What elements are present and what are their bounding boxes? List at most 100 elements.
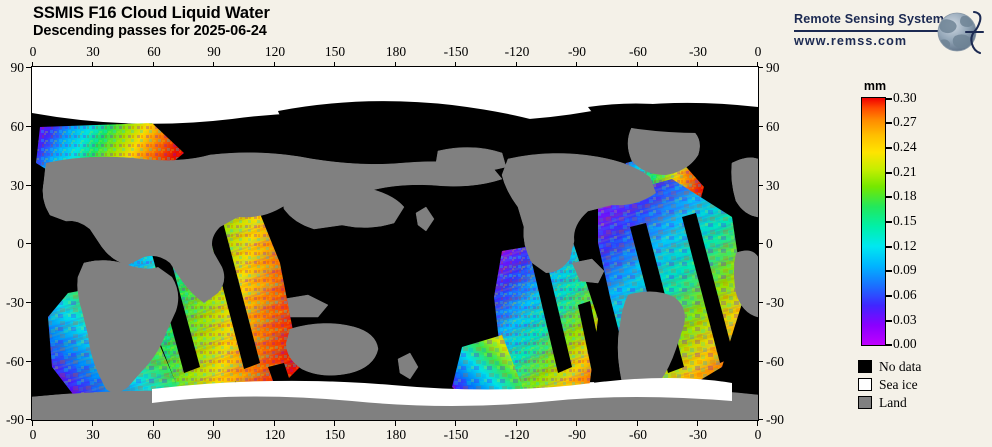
legend-item-no-data: No data [858, 358, 921, 375]
xtick-label-top: 60 [147, 44, 161, 59]
colorbar-tick-label: 0.18 [893, 188, 917, 203]
logo-website-url: www.remss.com [794, 34, 908, 48]
axis-tick [576, 62, 578, 67]
legend-item-sea-ice: Sea ice [858, 376, 921, 393]
colorbar-tick [886, 122, 892, 124]
axis-tick [516, 421, 518, 426]
ytick-label-left: 60 [10, 119, 25, 134]
ytick-label-right: 0 [766, 236, 773, 251]
colorbar-unit-label: mm [863, 79, 887, 93]
axis-tick [697, 62, 699, 67]
colorbar-tick [886, 172, 892, 174]
axis-tick [26, 185, 31, 187]
xtick-label-bottom: -60 [629, 427, 647, 442]
colorbar-tick-label: 0.30 [893, 90, 917, 105]
ytick-label-left: -90 [6, 412, 24, 427]
xtick-label-bottom: 0 [29, 427, 37, 442]
legend-swatch-no-data [858, 360, 872, 373]
axis-tick [758, 67, 763, 69]
xtick-label-top: 30 [86, 44, 100, 59]
ytick-label-left: -30 [6, 295, 24, 310]
cloud-liquid-water-map [32, 67, 758, 420]
colorbar-tick-label: 0.27 [893, 114, 917, 129]
colorbar-tick [886, 221, 892, 223]
axis-tick [697, 421, 699, 426]
axis-tick [516, 62, 518, 67]
xtick-label-top: 0 [754, 44, 762, 59]
axis-tick [26, 67, 31, 69]
colorbar-tick-label: 0.03 [893, 312, 917, 327]
legend-swatch-land [858, 396, 872, 409]
xtick-label-top: 150 [324, 44, 346, 59]
map-plot-area[interactable] [31, 66, 759, 421]
colorbar-tick-label: 0.06 [893, 287, 917, 302]
ytick-label-right: -90 [766, 412, 784, 427]
axis-tick [758, 185, 763, 187]
xtick-label-bottom: 0 [754, 427, 762, 442]
xtick-label-bottom: 180 [385, 427, 407, 442]
axis-tick [757, 62, 759, 67]
xtick-label-top: 0 [29, 44, 37, 59]
axis-tick [637, 62, 639, 67]
remss-logo[interactable]: Remote Sensing Systems www.remss.com [794, 10, 985, 56]
xtick-label-top: 90 [207, 44, 221, 59]
colorbar-tick-label: 0.15 [893, 213, 917, 228]
axis-tick [758, 126, 763, 128]
axis-tick [334, 421, 336, 426]
colorbar-tick-label: 0.09 [893, 262, 917, 277]
axis-tick [26, 361, 31, 363]
xtick-label-top: -120 [504, 44, 530, 59]
axis-tick [213, 421, 215, 426]
axis-tick [395, 62, 397, 67]
axis-tick [32, 421, 34, 426]
colorbar-tick-label: 0.12 [893, 238, 917, 253]
xtick-label-bottom: -120 [504, 427, 530, 442]
axis-tick [455, 62, 457, 67]
ytick-label-left: 90 [10, 60, 25, 75]
axis-tick [758, 361, 763, 363]
axis-tick [32, 62, 34, 67]
page-subtitle: Descending passes for 2025-06-24 [33, 23, 267, 40]
xtick-label-top: -60 [629, 44, 647, 59]
colorbar-tick [886, 246, 892, 248]
title-block: SSMIS F16 Cloud Liquid Water Descending … [33, 4, 270, 40]
xtick-label-bottom: 120 [264, 427, 286, 442]
xtick-label-bottom: 90 [207, 427, 221, 442]
axis-tick [274, 421, 276, 426]
ytick-label-left: 30 [10, 178, 25, 193]
colorbar-tick [886, 98, 892, 100]
ytick-label-left: 0 [17, 236, 24, 251]
axis-tick [395, 421, 397, 426]
axis-tick [26, 243, 31, 245]
xtick-label-top: -150 [443, 44, 469, 59]
page-title: SSMIS F16 Cloud Liquid Water [33, 4, 270, 22]
legend-label-land: Land [879, 394, 907, 410]
legend-item-land: Land [858, 394, 921, 411]
xtick-label-top: -30 [689, 44, 707, 59]
axis-tick [213, 62, 215, 67]
axis-tick [758, 243, 763, 245]
ytick-label-right: 90 [766, 60, 780, 75]
ytick-label-right: 30 [766, 178, 780, 193]
map-legend: No data Sea ice Land [858, 358, 921, 412]
axis-tick [26, 419, 31, 421]
ytick-label-left: -60 [6, 354, 24, 369]
colorbar-tick [886, 320, 892, 322]
colorbar[interactable] [861, 97, 886, 346]
xtick-label-bottom: -150 [443, 427, 469, 442]
legend-swatch-sea-ice [858, 378, 872, 391]
colorbar-tick [886, 270, 892, 272]
legend-label-sea-ice: Sea ice [879, 376, 918, 392]
ytick-label-right: -60 [766, 354, 784, 369]
axis-tick [153, 421, 155, 426]
xtick-label-bottom: -30 [689, 427, 707, 442]
colorbar-tick [886, 196, 892, 198]
axis-tick [26, 302, 31, 304]
colorbar-tick [886, 344, 892, 346]
axis-tick [758, 302, 763, 304]
colorbar-tick-label: 0.24 [893, 139, 917, 154]
colorbar-tick [886, 295, 892, 297]
globe-icon [933, 6, 985, 63]
colorbar-tick-label: 0.00 [893, 336, 917, 351]
colorbar-tick [886, 147, 892, 149]
